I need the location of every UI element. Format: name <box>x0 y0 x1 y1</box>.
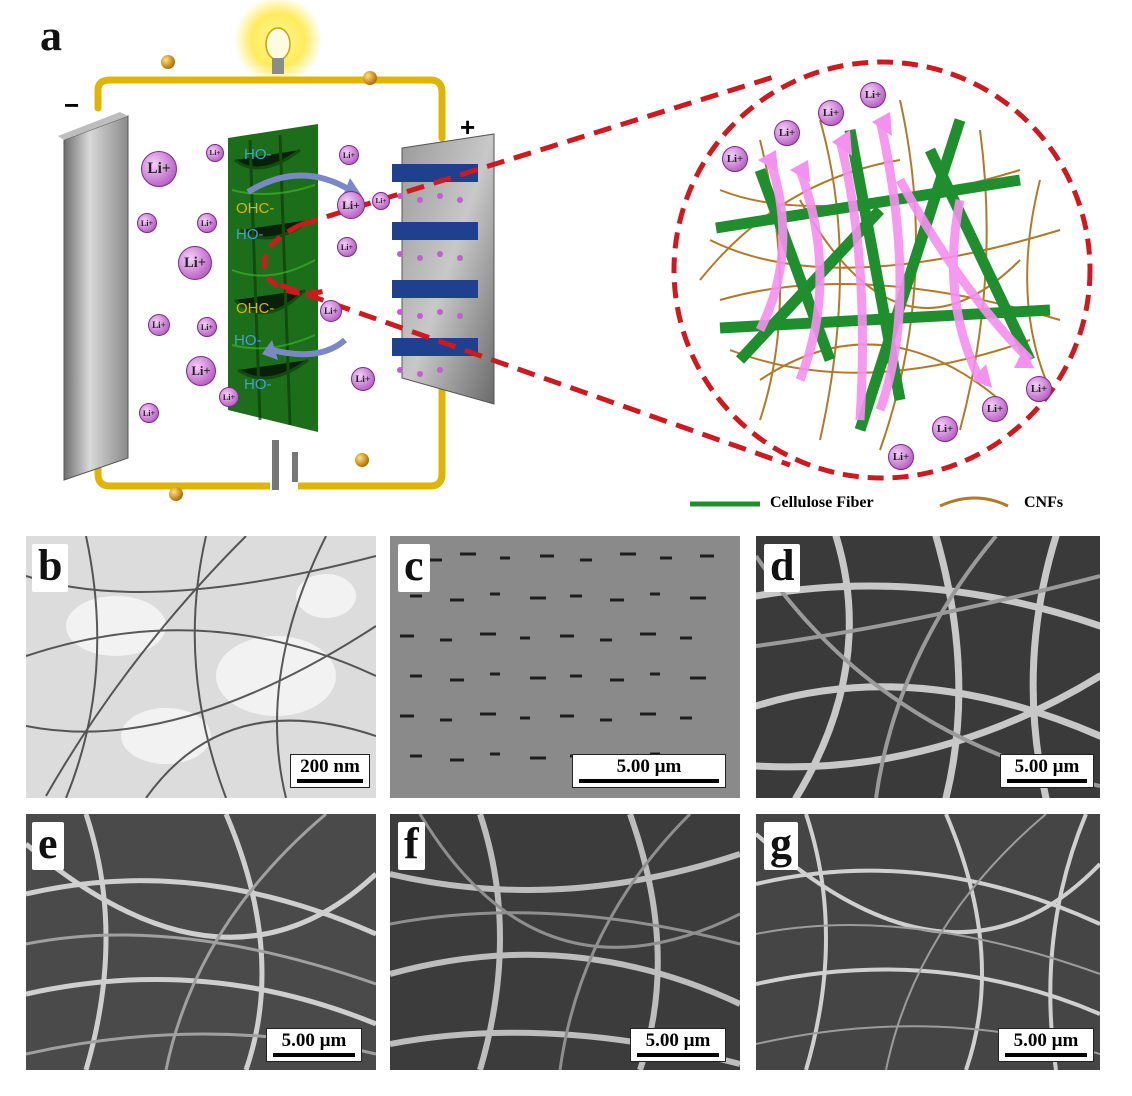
zoom-ellipse <box>261 222 331 296</box>
scale-bar-line <box>1005 1053 1087 1057</box>
scale-bar-b: 200 nm <box>290 754 370 788</box>
group-label: HO- <box>244 146 272 163</box>
scale-bar-d: 5.00 µm <box>1000 754 1094 788</box>
scale-bar-line <box>1007 779 1087 783</box>
panel-letter-g: g <box>764 822 798 870</box>
group-label: OHC- <box>236 200 275 217</box>
group-label: OHC- <box>236 300 275 317</box>
cathode-layers <box>392 164 478 377</box>
lithium-ion-icon: Li+ <box>141 151 177 187</box>
lithium-ion-icon: Li+ <box>888 444 914 470</box>
negative-electrode <box>63 115 129 481</box>
micrograph-f <box>390 814 740 1070</box>
scale-bar-e: 5.00 µm <box>266 1028 362 1062</box>
scale-label: 5.00 µm <box>1014 756 1080 777</box>
separator-membrane <box>228 124 318 432</box>
sem-fiber-network-e <box>26 814 376 1070</box>
group-label: HO- <box>244 376 272 393</box>
lithium-ion-icon: Li+ <box>219 387 239 407</box>
lithium-ion-icon: Li+ <box>860 82 886 108</box>
scale-bar-line <box>297 779 363 783</box>
legend-label-cellulose: Cellulose Fiber <box>770 494 874 511</box>
lithium-ion-icon: Li+ <box>206 144 224 162</box>
micrograph-e <box>26 814 376 1070</box>
legend-label-cnf: CNFs <box>1024 494 1064 511</box>
lithium-ion-icon: Li+ <box>137 213 157 233</box>
scale-bar-g: 5.00 µm <box>998 1028 1094 1062</box>
plus-sign: + <box>460 112 476 142</box>
scale-bar-line <box>273 1053 355 1057</box>
micrograph-g <box>756 814 1100 1070</box>
lithium-ion-icon: Li+ <box>774 120 800 146</box>
lithium-ion-icon: Li+ <box>351 367 375 391</box>
lithium-ion-icon: Li+ <box>197 213 217 233</box>
lithium-ion-icon: Li+ <box>337 237 357 257</box>
panel-letter-d: d <box>764 544 801 592</box>
cellulose-fibers <box>715 118 1051 432</box>
group-label: HO- <box>234 332 262 349</box>
panel-letter-f: f <box>398 822 425 870</box>
group-label: HO- <box>236 226 264 243</box>
lithium-ion-icon: Li+ <box>337 191 365 219</box>
scale-label: 5.00 µm <box>1013 1030 1079 1051</box>
redox-arrow-top <box>246 172 352 195</box>
lithium-ion-icon: Li+ <box>722 146 748 172</box>
lithium-ion-icon: Li+ <box>320 300 342 322</box>
sem-fiber-network-f <box>390 814 740 1070</box>
lithium-ion-icon: Li+ <box>982 396 1008 422</box>
sem-fiber-network-g <box>756 814 1100 1070</box>
ion-path-arrows <box>755 119 1034 421</box>
scale-label: 5.00 µm <box>281 1030 347 1051</box>
bulb-icon <box>265 27 291 61</box>
zoom-line-bottom <box>279 282 791 468</box>
legend-swatch-cnf <box>939 496 1009 508</box>
scale-label: 200 nm <box>300 756 360 777</box>
lithium-ion-icon: Li+ <box>186 356 216 386</box>
lithium-ion-icon: Li+ <box>148 314 170 336</box>
scale-bar-f: 5.00 µm <box>630 1028 726 1062</box>
lithium-ion-icon: Li+ <box>372 192 390 210</box>
electron-icons <box>161 55 377 501</box>
lithium-ion-icon: Li+ <box>197 317 217 337</box>
lithium-ion-icon: Li+ <box>932 416 958 442</box>
panel-letter-a: a <box>40 11 62 60</box>
lithium-ion-icon: Li+ <box>1026 376 1052 402</box>
scale-label: 5.00 µm <box>645 1030 711 1051</box>
lithium-ion-icon: Li+ <box>178 246 212 280</box>
lithium-ion-icon: Li+ <box>339 145 359 165</box>
battery-schematic <box>58 0 1093 508</box>
scale-label: 5.00 µm <box>616 756 682 777</box>
panel-letter-e: e <box>32 822 64 870</box>
redox-arrow-bottom <box>271 337 347 358</box>
minus-sign: − <box>64 90 80 120</box>
scale-bar-line <box>579 779 719 783</box>
lithium-ion-icon: Li+ <box>139 403 159 423</box>
battery-cell-icon <box>272 440 279 490</box>
lithium-ion-icon: Li+ <box>818 100 844 126</box>
circuit-wire <box>94 76 446 142</box>
panel-letter-b: b <box>32 544 69 592</box>
scale-bar-line <box>637 1053 719 1057</box>
panel-letter-c: c <box>398 544 430 592</box>
scale-bar-c: 5.00 µm <box>572 754 726 788</box>
